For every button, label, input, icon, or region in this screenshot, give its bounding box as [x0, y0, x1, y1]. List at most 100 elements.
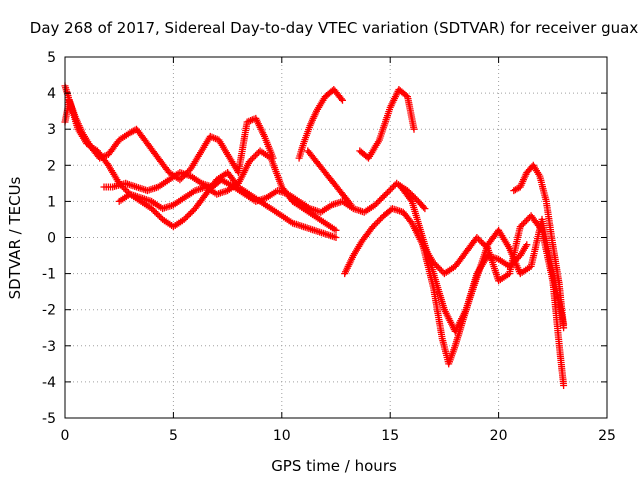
track-marker — [383, 189, 391, 197]
track-marker — [154, 211, 162, 219]
y-tick-label: 0 — [47, 231, 56, 247]
y-tick-label: 5 — [47, 50, 56, 66]
y-tick-label: -3 — [42, 339, 56, 355]
track-marker — [183, 212, 191, 220]
track-marker — [521, 218, 529, 226]
data-point-marker — [421, 205, 429, 213]
track-marker — [518, 221, 526, 229]
data-point-marker — [410, 125, 418, 133]
track-marker — [156, 212, 163, 220]
track-marker — [182, 214, 190, 222]
data-point-marker — [516, 223, 524, 231]
track-marker — [152, 209, 160, 217]
track-marker — [372, 220, 380, 228]
track-marker — [337, 95, 345, 103]
x-tick-label: 15 — [381, 428, 399, 444]
track-marker — [248, 155, 256, 163]
track-marker — [252, 152, 259, 159]
x-tick-label: 5 — [169, 428, 178, 444]
data-point-marker — [560, 382, 568, 389]
track-marker — [476, 237, 484, 245]
track-marker — [186, 209, 194, 217]
track-marker — [151, 208, 159, 216]
series-track-7 — [356, 86, 418, 162]
track-marker — [434, 263, 442, 271]
track-marker — [379, 193, 387, 201]
data-point-marker — [339, 96, 346, 104]
data-point-marker — [332, 234, 340, 241]
data-point-marker — [148, 205, 156, 213]
y-tick-label: 4 — [47, 86, 56, 102]
track-marker — [431, 260, 439, 268]
series-track-5 — [295, 86, 346, 162]
track-marker — [149, 206, 157, 214]
track-marker — [377, 195, 385, 203]
track-marker — [482, 243, 490, 251]
track-marker — [121, 186, 129, 193]
data-point-marker — [176, 176, 184, 184]
data-point-marker — [382, 190, 390, 198]
track-marker — [253, 150, 261, 158]
track-marker — [387, 186, 394, 193]
x-tick-label: 20 — [490, 428, 508, 444]
series-track-6 — [304, 147, 355, 209]
chart-title: Day 268 of 2017, Sidereal Day-to-day VTE… — [30, 19, 639, 37]
track-marker — [388, 184, 396, 192]
y-tick-label: 1 — [47, 194, 56, 210]
data-point-marker — [560, 324, 568, 332]
track-marker — [374, 218, 381, 226]
track-marker — [250, 153, 258, 161]
y-tick-label: -4 — [42, 375, 56, 391]
track-marker — [375, 217, 383, 224]
data-point-marker — [473, 234, 481, 241]
data-point-marker — [347, 201, 355, 209]
axes: 0 5 10 15 20 25 -5 -4 -3 -2 -1 0 1 2 3 4 5 — [42, 50, 616, 444]
y-axis-title: SDTVAR / TECUs — [6, 176, 24, 299]
track-marker — [377, 215, 385, 223]
data-markers — [61, 82, 568, 389]
track-marker — [374, 198, 382, 206]
data-point-marker — [245, 158, 253, 166]
series-track-4 — [115, 147, 340, 234]
track-marker — [188, 208, 196, 216]
track-marker — [185, 211, 193, 219]
track-marker — [385, 187, 393, 195]
track-marker — [247, 156, 255, 164]
data-point-marker — [523, 241, 531, 249]
track-marker — [437, 267, 445, 274]
track-marker — [407, 196, 415, 204]
track-marker — [475, 235, 482, 243]
track-marker — [433, 262, 441, 270]
track-marker — [523, 217, 530, 224]
track-marker — [346, 200, 354, 207]
track-marker — [519, 220, 527, 228]
data-point-marker — [180, 215, 188, 223]
y-tick-label: -5 — [42, 411, 56, 427]
y-tick-label: 3 — [47, 122, 56, 138]
track-marker — [376, 196, 384, 204]
track-marker — [390, 182, 398, 190]
track-marker — [479, 240, 487, 248]
series-track-11 — [510, 161, 568, 332]
data-point-marker — [430, 259, 438, 267]
data-point-marker — [332, 226, 340, 234]
x-tick-label: 25 — [598, 428, 616, 444]
track-marker — [420, 203, 428, 211]
x-tick-label: 0 — [61, 428, 70, 444]
x-tick-label: 10 — [273, 428, 291, 444]
track-marker — [436, 265, 444, 273]
track-marker — [370, 221, 378, 229]
y-tick-label: -2 — [42, 303, 56, 319]
track-marker — [537, 225, 545, 233]
track-marker — [481, 241, 489, 249]
track-marker — [380, 192, 388, 200]
series-track-2 — [61, 96, 277, 184]
x-axis-title: GPS time / hours — [271, 457, 397, 475]
track-marker — [478, 238, 486, 246]
track-marker — [373, 200, 381, 207]
series-track-10 — [419, 212, 568, 389]
data-point-marker — [371, 201, 379, 209]
